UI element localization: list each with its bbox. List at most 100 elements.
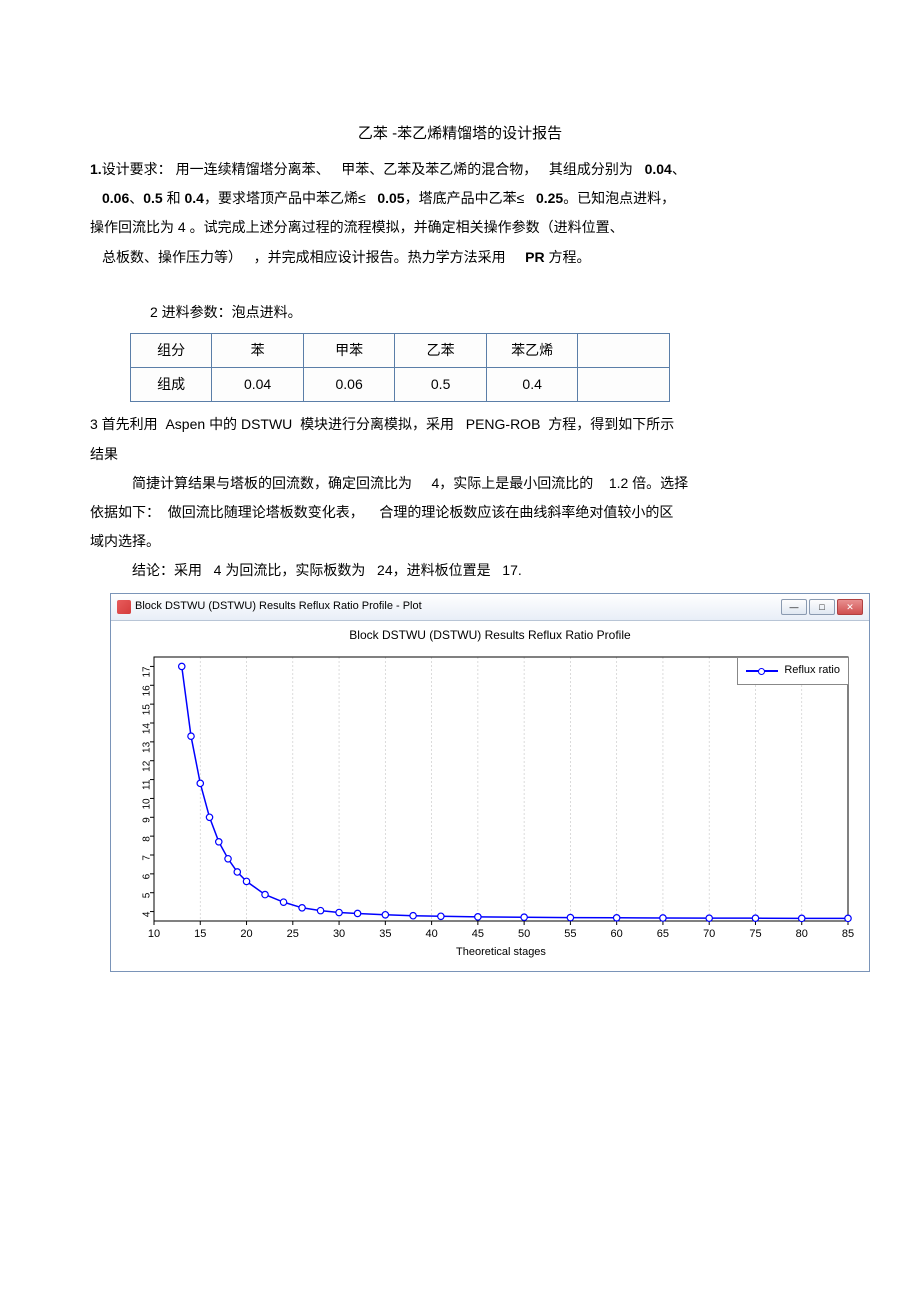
s1-v1: 0.04 <box>645 161 672 177</box>
s3-l6e: ，进料板位置是 <box>393 562 491 578</box>
s3-l1d: DSTWU <box>241 416 292 432</box>
s1-v6: 0.25 <box>536 190 563 206</box>
s1-l2c: 。已知泡点进料， <box>563 190 675 206</box>
s1-label: 1. <box>90 161 102 177</box>
s1-v2: 0.06 <box>102 190 129 206</box>
s2-heading: 2 进料参数：泡点进料。 <box>90 300 830 325</box>
svg-text:40: 40 <box>425 928 437 940</box>
svg-text:85: 85 <box>842 928 854 940</box>
svg-text:8: 8 <box>142 836 153 842</box>
s3-line5: 域内选择。 <box>90 529 830 554</box>
s3-l1a: 3 首先利用 <box>90 416 158 432</box>
table-row: 组分 苯 甲苯 乙苯 苯乙烯 <box>131 333 670 367</box>
svg-text:10: 10 <box>148 928 160 940</box>
svg-text:65: 65 <box>657 928 669 940</box>
svg-text:10: 10 <box>142 798 153 810</box>
svg-text:5: 5 <box>142 892 153 898</box>
s1-l1a: 用一连续精馏塔分离苯、 <box>176 161 330 177</box>
s1-l2b: ，塔底产品中乙苯≤ <box>405 190 525 206</box>
composition-table: 组分 苯 甲苯 乙苯 苯乙烯 组成 0.04 0.06 0.5 0.4 <box>130 333 670 402</box>
s1-sep2: 、 <box>129 190 143 206</box>
hdr-4 <box>578 333 670 367</box>
chart-area: 1015202530354045505560657075808545678910… <box>121 651 859 961</box>
hdr-3: 苯乙烯 <box>486 333 578 367</box>
hdr-0: 苯 <box>212 333 304 367</box>
svg-text:11: 11 <box>142 779 153 790</box>
svg-text:6: 6 <box>142 873 153 879</box>
s1-line1: 1.设计要求： 用一连续精馏塔分离苯、 甲苯、乙苯及苯乙烯的混合物， 其组成分别… <box>90 157 830 182</box>
hdr-1: 甲苯 <box>303 333 395 367</box>
s3-l1g: 方程，得到如下所示 <box>548 416 674 432</box>
s1-l4c: PR <box>525 249 544 265</box>
s1-l1b: 甲苯、乙苯及苯乙烯的混合物， <box>341 161 537 177</box>
svg-text:25: 25 <box>287 928 299 940</box>
s1-l4b: ，并完成相应设计报告。热力学方法采用 <box>254 249 506 265</box>
minimize-button[interactable]: — <box>781 599 807 615</box>
s3-l6a: 结论：采用 <box>132 562 202 578</box>
s1-v4: 0.4 <box>185 190 204 206</box>
maximize-button[interactable]: □ <box>809 599 835 615</box>
chart-titlebar: Block DSTWU (DSTWU) Results Reflux Ratio… <box>111 594 869 621</box>
val-2: 0.5 <box>395 368 487 402</box>
s3-line1: 3 首先利用 Aspen 中的 DSTWU 模块进行分离模拟，采用 PENG-R… <box>90 412 830 437</box>
page-title: 乙苯 -苯乙烯精馏塔的设计报告 <box>90 120 830 147</box>
legend-label: Reflux ratio <box>784 661 840 681</box>
s3-l4c: 合理的理论板数应该在曲线斜率绝对值较小的区 <box>379 504 673 520</box>
row2-label: 组成 <box>131 368 212 402</box>
s1-line2: 0.06、0.5 和 0.4，要求塔顶产品中苯乙烯≤ 0.05，塔底产品中乙苯≤… <box>90 186 830 211</box>
svg-text:Theoretical stages: Theoretical stages <box>456 946 546 958</box>
svg-text:17: 17 <box>142 666 153 678</box>
val-3: 0.4 <box>486 368 578 402</box>
svg-text:14: 14 <box>142 722 153 734</box>
svg-text:70: 70 <box>703 928 715 940</box>
table-row: 组成 0.04 0.06 0.5 0.4 <box>131 368 670 402</box>
svg-text:60: 60 <box>611 928 623 940</box>
s3-l3d: 1.2 <box>609 475 628 491</box>
s3-l3a: 简捷计算结果与塔板的回流数，确定回流比为 <box>132 475 412 491</box>
s1-l4a: 总板数、操作压力等） <box>102 249 242 265</box>
window-buttons: — □ ✕ <box>781 599 863 615</box>
s3-l1f: PENG-ROB <box>466 416 541 432</box>
chart-legend: Reflux ratio <box>737 657 849 685</box>
s3-l6c: 为回流比，实际板数为 <box>225 562 365 578</box>
row1-label: 组分 <box>131 333 212 367</box>
svg-text:30: 30 <box>333 928 345 940</box>
s3-l4a: 依据如下： <box>90 504 160 520</box>
svg-text:9: 9 <box>142 817 153 823</box>
s3-l6b: 4 <box>214 562 222 578</box>
svg-text:45: 45 <box>472 928 484 940</box>
s1-l1c: 其组成分别为 <box>549 161 633 177</box>
s1-v5: 0.05 <box>377 190 404 206</box>
close-button[interactable]: ✕ <box>837 599 863 615</box>
s3-line2: 结果 <box>90 442 830 467</box>
svg-text:15: 15 <box>194 928 206 940</box>
svg-text:55: 55 <box>564 928 576 940</box>
chart-body: Block DSTWU (DSTWU) Results Reflux Ratio… <box>111 621 869 971</box>
s1-heading: 设计要求： <box>102 161 172 177</box>
s3-l1b: Aspen <box>165 416 205 432</box>
svg-text:20: 20 <box>240 928 252 940</box>
s1-and: 和 <box>167 190 181 206</box>
svg-text:15: 15 <box>142 704 153 716</box>
chart-app-icon <box>117 600 131 614</box>
s1-line4: 总板数、操作压力等） ，并完成相应设计报告。热力学方法采用 PR 方程。 <box>90 245 830 270</box>
val-1: 0.06 <box>303 368 395 402</box>
s3-l1c: 中的 <box>209 416 237 432</box>
s3-l4b: 做回流比随理论塔板数变化表， <box>168 504 364 520</box>
chart-svg: 1015202530354045505560657075808545678910… <box>121 651 859 961</box>
val-0: 0.04 <box>212 368 304 402</box>
svg-text:50: 50 <box>518 928 530 940</box>
chart-plot-title: Block DSTWU (DSTWU) Results Reflux Ratio… <box>121 625 859 647</box>
chart-window-title: Block DSTWU (DSTWU) Results Reflux Ratio… <box>135 597 422 617</box>
chart-window: Block DSTWU (DSTWU) Results Reflux Ratio… <box>110 593 870 971</box>
legend-line-icon <box>746 670 778 672</box>
s3-l1e: 模块进行分离模拟，采用 <box>300 416 454 432</box>
s1-line3: 操作回流比为 4 。试完成上述分离过程的流程模拟，并确定相关操作参数（进料位置、 <box>90 215 830 240</box>
s3-l6f: 17. <box>502 562 521 578</box>
s1-l4d: 方程。 <box>548 249 590 265</box>
s3-line6: 结论：采用 4 为回流比，实际板数为 24，进料板位置是 17. <box>90 558 830 583</box>
svg-text:12: 12 <box>142 760 153 772</box>
s3-line3: 简捷计算结果与塔板的回流数，确定回流比为 4，实际上是最小回流比的 1.2 倍。… <box>90 471 830 496</box>
svg-text:16: 16 <box>142 685 153 697</box>
s3-l6d: 24 <box>377 562 393 578</box>
